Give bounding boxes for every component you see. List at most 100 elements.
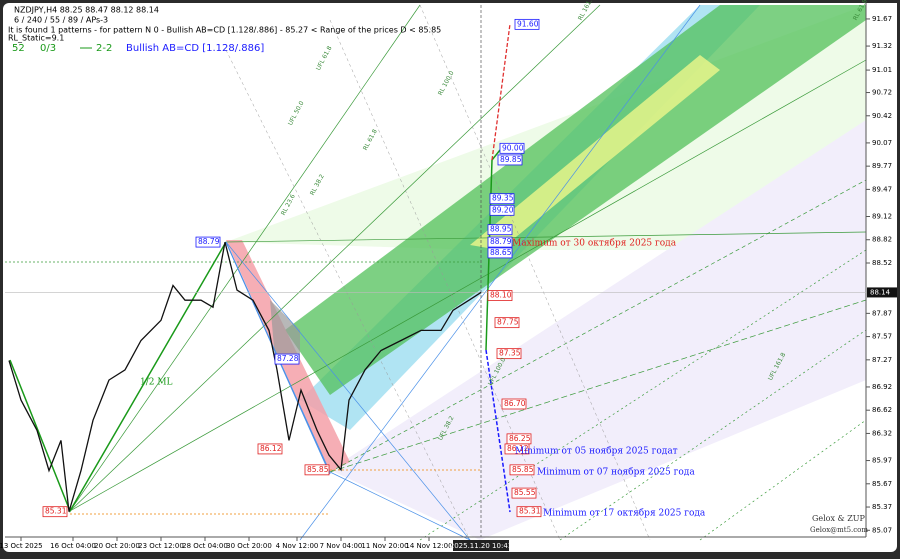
annotation: Gelox@mt5.com [810,526,868,534]
y-tick-label: 87.27 [872,356,892,364]
price-label: 87.28 [277,354,299,363]
price-label: 85.85 [512,465,534,474]
price-label-box [514,18,540,30]
price-label-box [304,464,330,476]
fan-line [329,299,867,473]
current-time-label: 2025.11.20 10:41 [450,542,512,550]
y-tick-label: 86.32 [872,429,892,437]
price-label: 88.79 [490,237,512,246]
annotation: Minimum от 05 ноября 2025 годат [515,446,678,457]
annotation: Minimum от 17 октября 2025 года [543,508,706,519]
y-tick-label: 88.52 [872,259,892,267]
projection [491,23,511,161]
y-tick-label: 91.01 [872,66,892,74]
x-tick-label: 20 Oct 20:00 [94,542,140,550]
price-label: 85.55 [514,488,536,497]
fan-line [69,4,601,512]
x-tick-label: 4 Nov 12:00 [276,542,319,550]
price-label: 86.25 [509,434,531,443]
fan-line [225,231,867,243]
price-label: 89.35 [492,194,514,203]
status: 0/3 [40,43,56,54]
price-label-box [489,204,515,216]
y-tick-label: 87.57 [872,333,892,341]
x-tick-label: 30 Oct 20:00 [226,542,272,550]
y-tick-label: 85.37 [872,503,892,511]
annotation: Maximum от 30 октября 2025 года [512,238,677,249]
y-tick-label: 90.07 [872,139,892,147]
price-label: 86.70 [504,399,526,408]
info-line: RL_Static=9.1 [8,34,64,43]
price-label-box [496,348,522,360]
channel [470,55,720,250]
x-tick-label: 28 Oct 04:00 [182,542,228,550]
price-label-box [489,193,515,205]
zigzag [9,241,227,513]
price-label: 90.00 [502,143,524,152]
price-label: 88.65 [490,248,512,257]
price-label-box [195,236,221,248]
price-label: 86.12 [260,444,282,453]
fan-line [419,249,867,541]
y-axis-area [866,3,897,537]
price-label-box [497,154,523,166]
y-tick-label: 85.97 [872,457,892,465]
fan-line [559,329,867,541]
price-label: 89.20 [492,205,514,214]
price-label-box [257,443,283,455]
annotation: 1/2 ML [140,378,173,388]
y-tick-label: 89.12 [872,213,892,221]
fib-line [419,4,651,541]
fan-line [699,419,867,541]
current-time-box [453,540,509,551]
info-line: It is found 1 patterns - for pattern N 0… [8,26,441,35]
price-label-box [501,398,527,410]
annotation: Gelox & ZUP [812,514,866,523]
price-label-box [504,443,530,455]
price-label: 87.35 [499,349,521,358]
price-label: 91.60 [517,19,539,28]
price-label: 88.10 [490,291,512,300]
y-tick-label: 86.92 [872,383,892,391]
status: 2-2 [96,43,112,54]
y-tick-label: 86.62 [872,406,892,414]
band [270,300,300,360]
fan-line [69,4,421,512]
price-label-box [511,487,537,499]
blue-line [329,471,471,541]
y-tick-label: 88.82 [872,236,892,244]
price-label-box [487,236,513,248]
fib-line [225,49,471,541]
x-tick-label: 23 Oct 12:00 [138,542,184,550]
y-tick-label: 91.32 [872,42,892,50]
price-label-box [487,247,513,259]
y-tick-label: 85.07 [872,526,892,534]
y-tick-label: 90.42 [872,112,892,120]
price-label-box [516,506,542,518]
x-tick-label: 11 Nov 20:00 [361,542,408,550]
status: Bullish AB=CD [1.128/.886] [126,43,264,54]
price-label: 85.31 [45,507,67,516]
price-label-box [499,142,525,154]
fib-line [329,19,561,541]
projection [485,349,511,513]
blue-line [299,4,701,541]
x-tick-label: 16 Oct 04:00 [50,542,96,550]
y-tick-label: 91.67 [872,15,892,23]
x-tick-label: 7 Nov 04:00 [320,542,363,550]
zone [330,120,866,540]
price-label-box [487,224,513,236]
x-tick-label: 13 Oct 2025 [0,542,43,550]
price-label-box [42,506,68,518]
y-tick-label: 90.72 [872,89,892,97]
current-price-box [867,287,897,298]
y-tick-label: 85.67 [872,480,892,488]
price-label-box [509,464,535,476]
fan-line [329,179,867,473]
header: NZDJPY,H4 88.25 88.47 88.12 88.14 6 / 24… [8,6,441,43]
price-label: 87.75 [497,318,519,327]
y-tick-label: 87.87 [872,309,892,317]
price-label-box [494,317,520,329]
